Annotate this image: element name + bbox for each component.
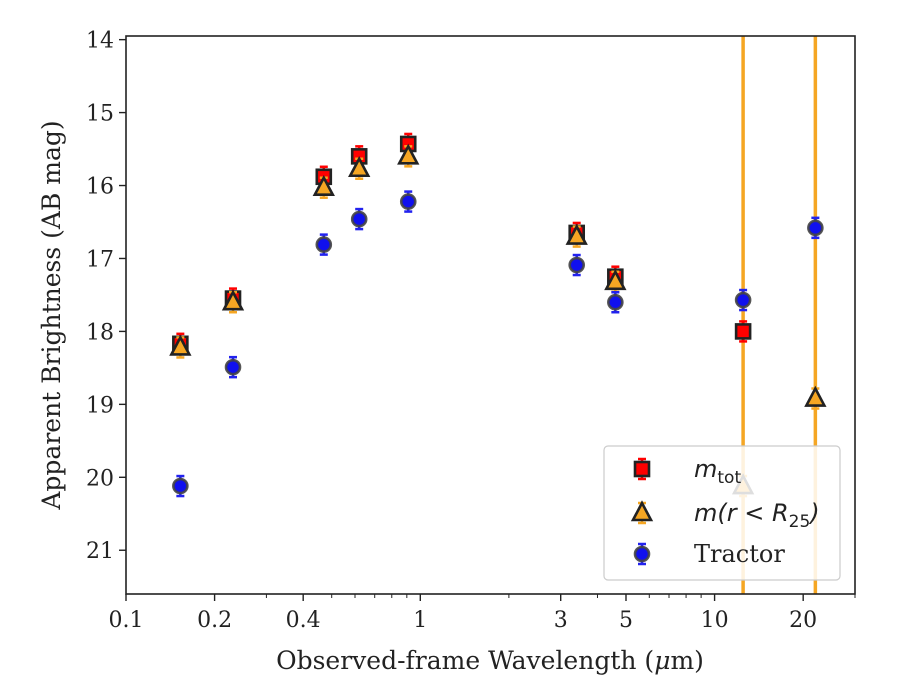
- point-mr25: [221, 289, 245, 314]
- y-tick-label: 16: [86, 175, 114, 200]
- legend-swatch-mr25: [630, 500, 654, 525]
- x-tick-label: 10: [701, 608, 729, 633]
- y-tick-label: 14: [86, 29, 114, 54]
- y-tick-label: 15: [86, 102, 114, 127]
- point-tractor: [315, 233, 333, 256]
- point-mr25: [169, 334, 192, 359]
- point-tractor: [350, 207, 368, 231]
- legend-label-mtot-main: m: [694, 455, 717, 483]
- y-tick-label: 20: [86, 466, 114, 491]
- x-tick-label: 1: [413, 608, 427, 633]
- legend-label-mr25-end: ): [808, 499, 819, 527]
- plot-frame: [125, 35, 856, 595]
- point-tractor: [807, 216, 824, 240]
- x-axis-label-post: m): [670, 646, 703, 675]
- legend-label-mr25-sub: 25: [789, 512, 811, 532]
- y-tick-label: 18: [86, 320, 114, 345]
- x-tick-label: 3: [554, 608, 568, 633]
- y-tick-label: 19: [86, 393, 114, 418]
- x-axis-label-mu: μ: [654, 646, 670, 675]
- x-tick-label: 0.1: [109, 608, 144, 633]
- legend-label-mr25-main: m(r < R: [694, 499, 789, 527]
- x-tick-label: 20: [789, 608, 817, 633]
- legend-marker-mr25: [630, 500, 654, 525]
- point-mr25: [397, 143, 420, 168]
- legend-label-mr25: m(r < R25): [694, 499, 820, 532]
- y-axis-ticks: 14 15 16 17 18 19 20 21: [86, 29, 126, 564]
- point-tractor: [172, 474, 189, 498]
- legend-label-mtot-sub: tot: [717, 468, 741, 488]
- x-tick-label: 0.2: [197, 608, 232, 633]
- legend-swatch-mtot: [633, 457, 651, 481]
- point-tractor: [568, 253, 586, 277]
- x-tick-label: 0.4: [286, 608, 321, 633]
- point-tractor: [607, 290, 624, 314]
- y-tick-label: 21: [86, 539, 114, 564]
- point-mr25: [565, 223, 588, 248]
- point-mr25: [804, 385, 827, 410]
- y-axis-label: Apparent Brightness (AB mag): [37, 120, 66, 510]
- legend-label-mtot: mtot: [694, 455, 741, 488]
- legend-box: [603, 445, 841, 581]
- legend: mtot m(r < R25) Tractor: [603, 445, 841, 581]
- legend-label-tractor: Tractor: [694, 540, 785, 568]
- point-tractor: [224, 355, 242, 379]
- legend-swatch-tractor: [633, 542, 651, 566]
- legend-marker-tractor: [633, 542, 651, 566]
- point-mr25: [348, 155, 371, 181]
- x-tick-label: 5: [619, 608, 633, 633]
- x-axis-label: Observed-frame Wavelength (μm): [276, 646, 704, 675]
- point-tractor: [399, 190, 417, 213]
- x-axis-ticks: 0.1 0.2 0.4 1 3 5 10 20: [109, 594, 856, 633]
- point-mtot: [734, 320, 752, 343]
- x-axis-label-pre: Observed-frame Wavelength (: [276, 646, 654, 675]
- y-tick-label: 17: [86, 247, 114, 272]
- data-points: [169, 132, 827, 498]
- point-mr25: [312, 174, 335, 199]
- point-tractor: [734, 288, 752, 312]
- legend-marker-mtot: [633, 457, 651, 481]
